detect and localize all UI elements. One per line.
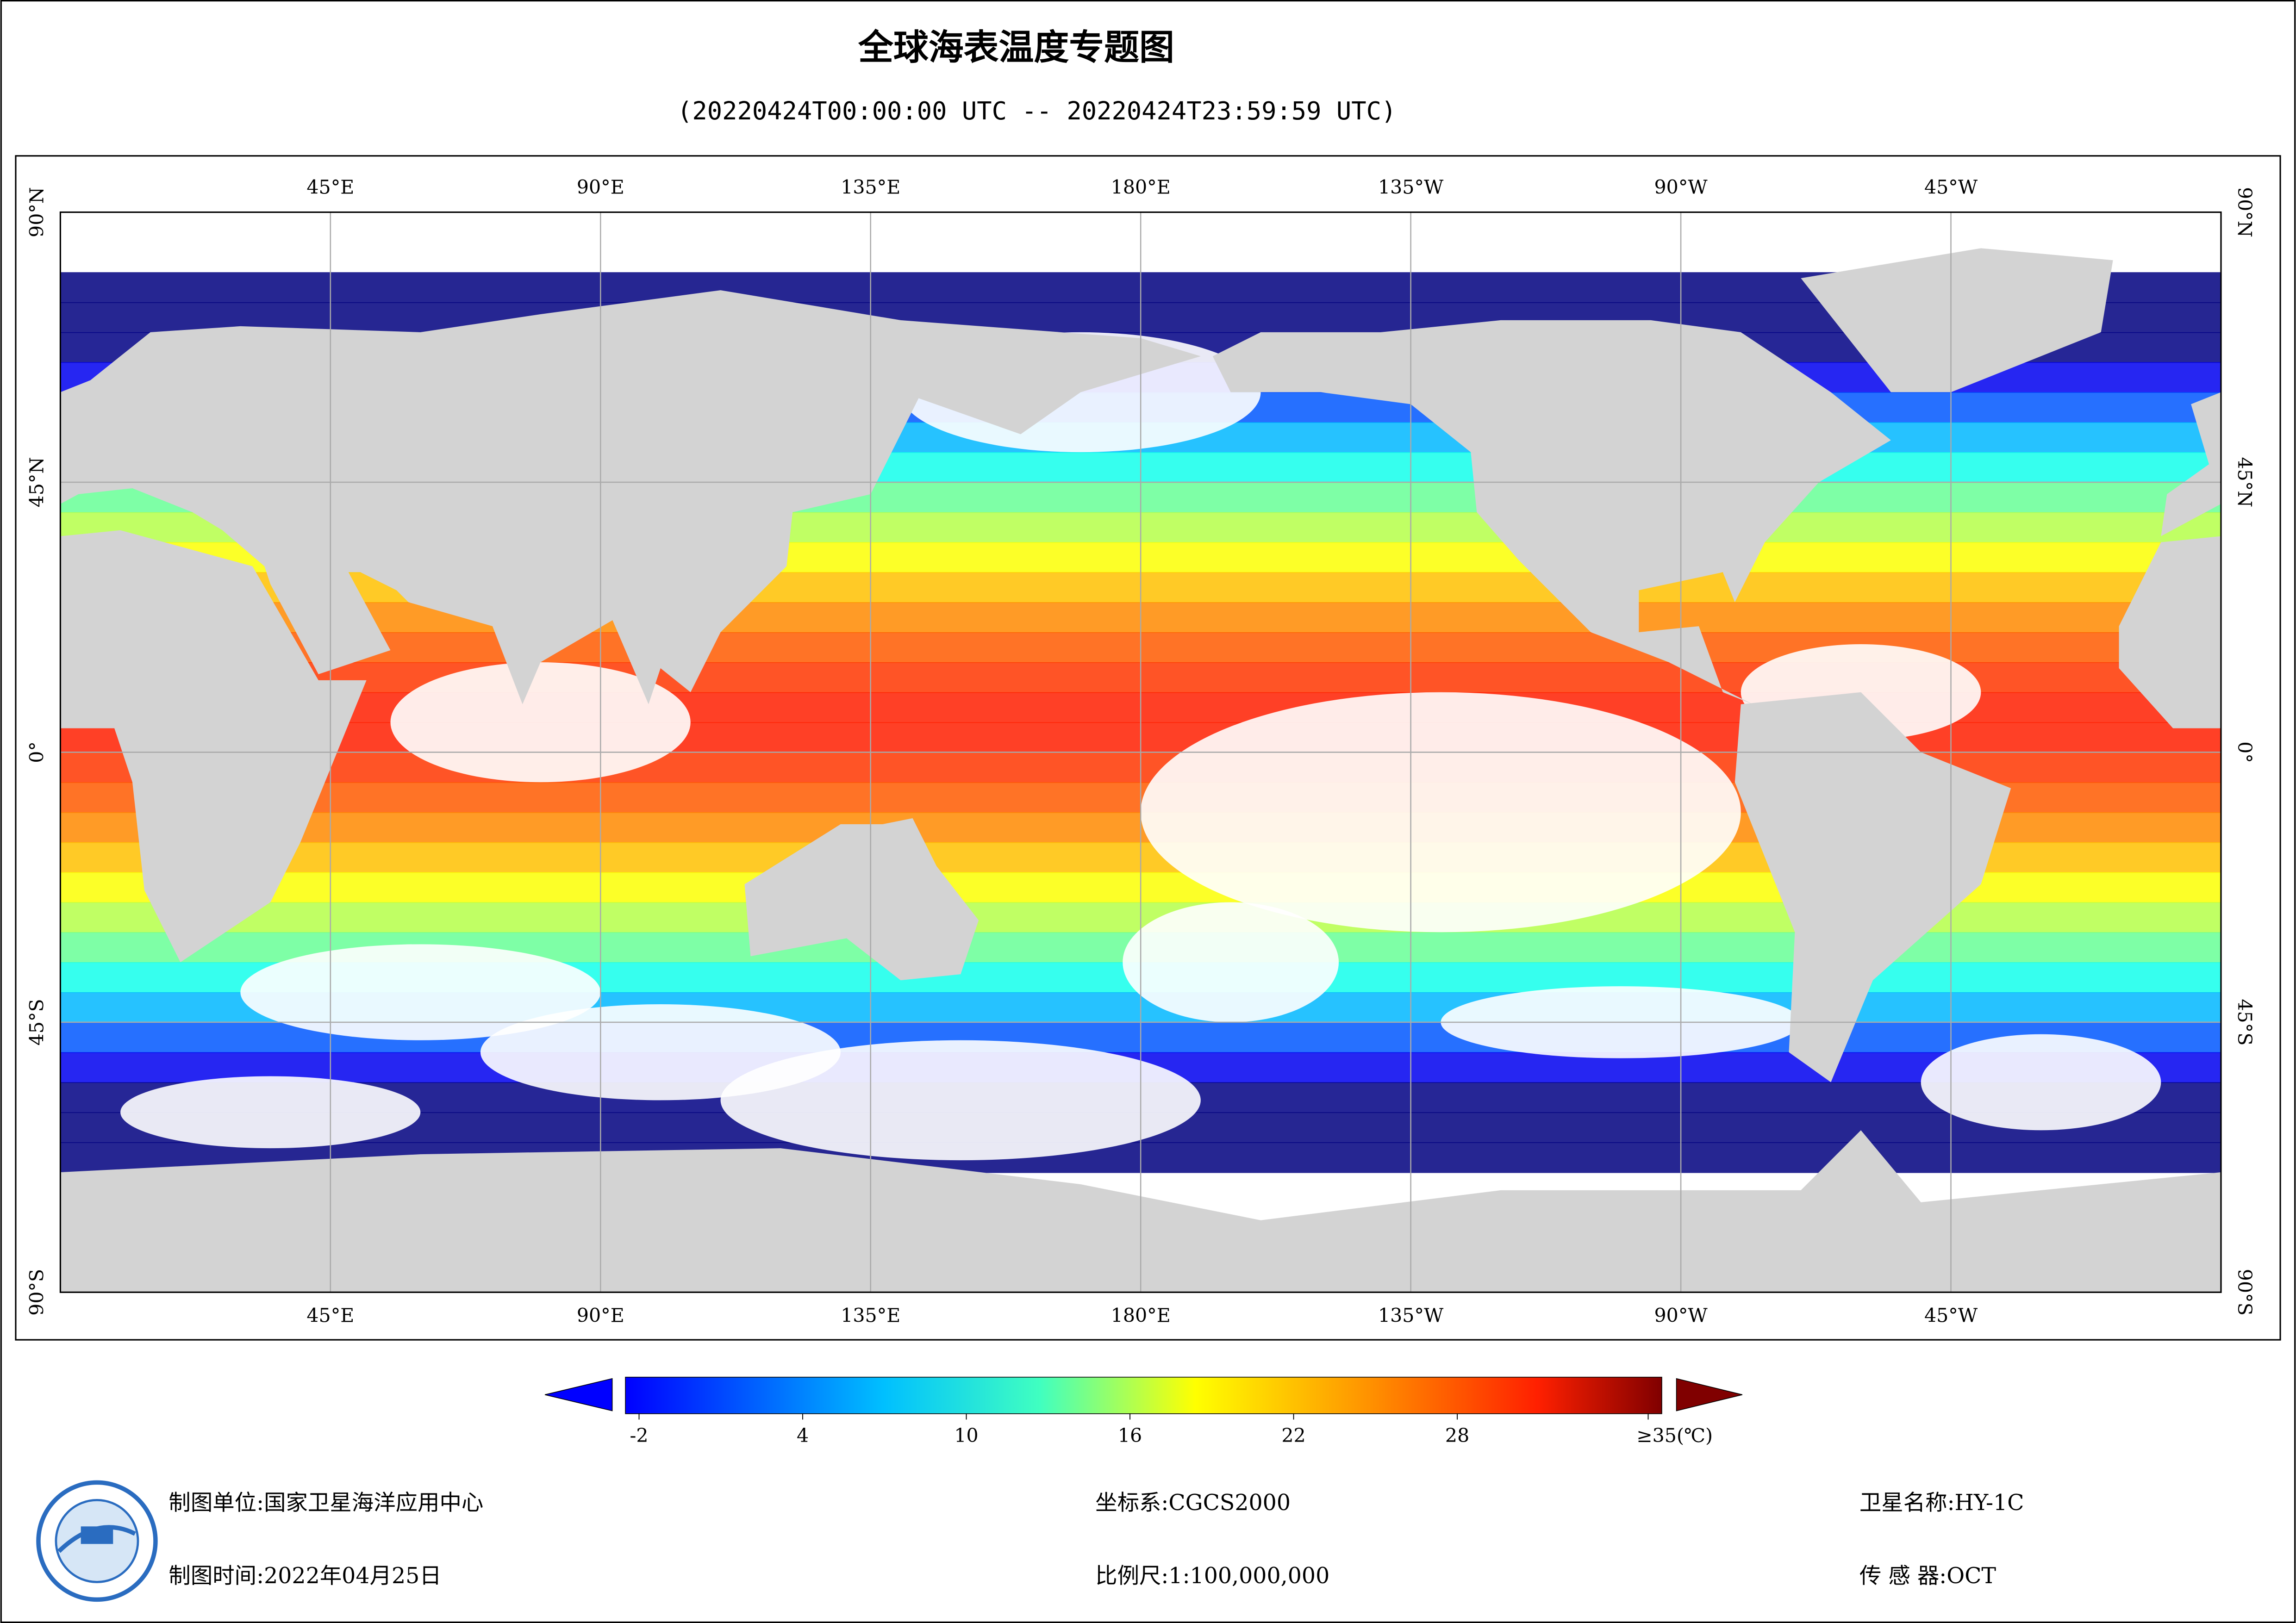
land bbox=[60, 290, 1201, 704]
land bbox=[1212, 320, 1891, 704]
cloud-gap bbox=[720, 1040, 1201, 1161]
subtitle: (20220424T00:00:00 UTC -- 20220424T23:59… bbox=[677, 96, 1396, 125]
graticule-labels: 45°E 45°E 90°E 90°E 135°E 135°E 180°E 180°E 135°… bbox=[25, 176, 2255, 1326]
land bbox=[0, 1130, 60, 1292]
lon-label: 180°E bbox=[1111, 176, 1171, 198]
land bbox=[744, 818, 979, 981]
lon-label: 45°W bbox=[1924, 176, 1978, 198]
land bbox=[2221, 1130, 2296, 1292]
footer-unit: 制图单位:国家卫星海洋应用中心 bbox=[168, 1490, 483, 1516]
lon-label: 45°W bbox=[1924, 1305, 1978, 1327]
colorbar-tick-label: ≥35(℃) bbox=[1636, 1424, 1713, 1447]
lon-label: 180°E bbox=[1111, 1305, 1171, 1327]
footer-satellite: 卫星名称:HY-1C bbox=[1859, 1490, 2024, 1516]
footer-scale: 比例尺:1:100,000,000 bbox=[1095, 1563, 1329, 1589]
logo bbox=[36, 1480, 158, 1602]
lon-label: 45°E bbox=[306, 1305, 354, 1327]
map-frame bbox=[15, 155, 2281, 1341]
lon-label: 135°E bbox=[841, 1305, 900, 1327]
map bbox=[0, 212, 2296, 1293]
lon-label: 90°W bbox=[1654, 1305, 1708, 1327]
lat-label: 0° bbox=[25, 741, 48, 763]
colorbar-tick-label: 22 bbox=[1281, 1424, 1305, 1447]
land bbox=[2119, 536, 2221, 728]
colorbar-tick-label: 4 bbox=[797, 1424, 809, 1447]
cloud-gap bbox=[1921, 1034, 2161, 1131]
footer-crs: 坐标系:CGCS2000 bbox=[1095, 1490, 1291, 1516]
lat-label: 45°S bbox=[2234, 999, 2256, 1045]
lat-label: 45°N bbox=[2234, 457, 2256, 508]
lon-label: 90°W bbox=[1654, 176, 1708, 198]
lon-label: 135°W bbox=[1378, 1305, 1444, 1327]
lon-label: 90°E bbox=[577, 176, 624, 198]
lon-label: 45°E bbox=[306, 176, 354, 198]
colorbar-tick-label: -2 bbox=[630, 1424, 648, 1447]
lon-label: 135°E bbox=[841, 176, 900, 198]
land bbox=[1734, 692, 2011, 1082]
lat-label: 90°N bbox=[2234, 187, 2256, 237]
colorbar-ticks: -2 4 10 16 22 28 ≥35(℃) bbox=[630, 1413, 1713, 1447]
footer-time: 制图时间:2022年04月25日 bbox=[168, 1563, 441, 1589]
cloud-gap bbox=[120, 1076, 421, 1149]
colorbar-tick-label: 16 bbox=[1118, 1424, 1142, 1447]
colorbar bbox=[625, 1376, 1662, 1414]
lat-label: 90°S bbox=[2234, 1269, 2256, 1316]
lat-label: 90°S bbox=[25, 1269, 48, 1316]
cloud-gap bbox=[1141, 692, 1741, 933]
land bbox=[2161, 392, 2221, 536]
colorbar-tick-label: 28 bbox=[1445, 1424, 1469, 1447]
lon-label: 135°W bbox=[1378, 176, 1444, 198]
map-border bbox=[59, 211, 2222, 1293]
lat-label: 45°N bbox=[25, 457, 48, 508]
lat-label: 45°S bbox=[25, 999, 48, 1045]
land bbox=[1801, 248, 2113, 392]
colorbar-under-arrow bbox=[544, 1378, 613, 1412]
title: 全球海表温度专题图 bbox=[858, 27, 1174, 68]
cloud-gap bbox=[480, 1004, 841, 1101]
lat-label: 90°N bbox=[25, 187, 48, 237]
lat-label: 0° bbox=[2234, 741, 2256, 763]
lon-label: 90°E bbox=[577, 1305, 624, 1327]
land bbox=[60, 530, 367, 963]
colorbar-over-arrow bbox=[1676, 1378, 1743, 1412]
colorbar-tick-label: 10 bbox=[954, 1424, 978, 1447]
cloud-gap bbox=[1123, 902, 1339, 1022]
footer-sensor: 传 感 器:OCT bbox=[1859, 1563, 1997, 1589]
